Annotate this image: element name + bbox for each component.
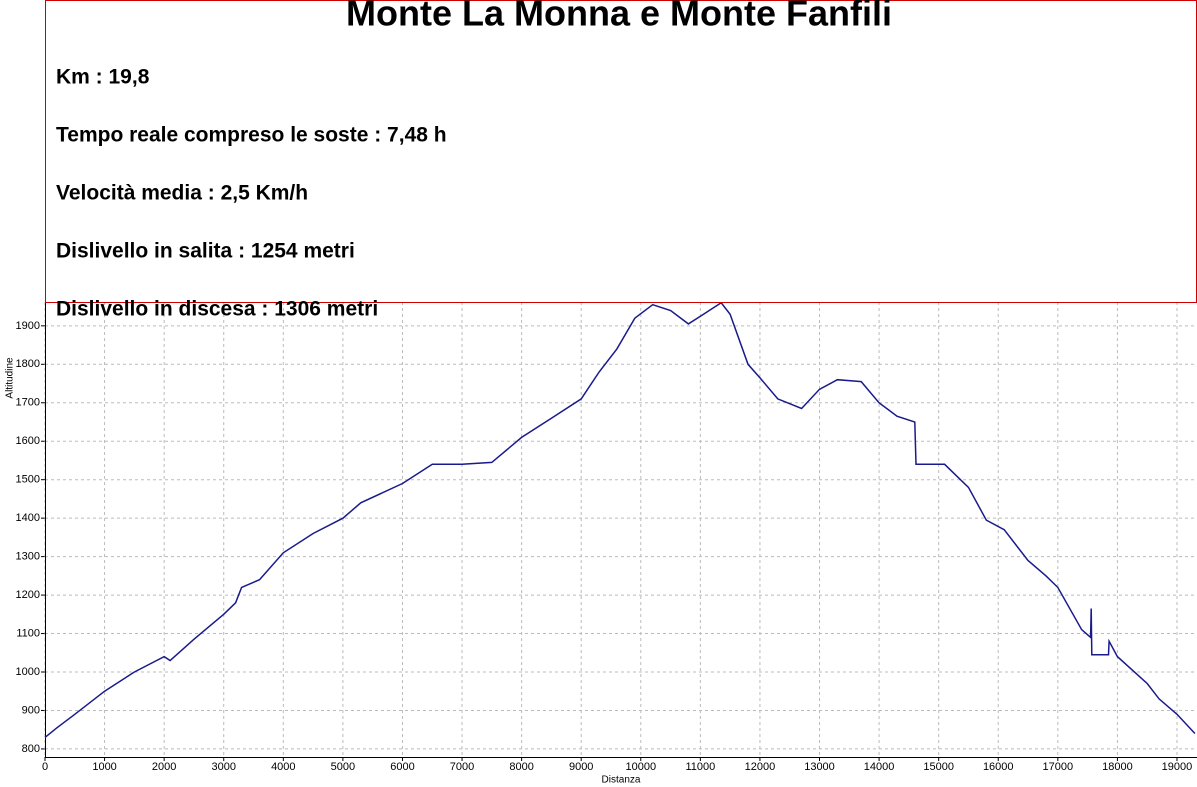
y-tick-label: 1400 xyxy=(16,512,40,524)
x-tick-label: 18000 xyxy=(1102,761,1133,773)
x-tick-label: 0 xyxy=(42,761,48,773)
chart-title: Monte La Monna e Monte Fanfili xyxy=(346,0,892,34)
x-axis-label: Distanza xyxy=(602,775,641,786)
info-line: Km : 19,8 xyxy=(56,66,150,89)
y-tick-label: 900 xyxy=(22,704,40,716)
x-tick-label: 11000 xyxy=(685,761,715,773)
info-line: Dislivello in discesa : 1306 metri xyxy=(56,298,378,321)
info-line: Velocità media : 2,5 Km/h xyxy=(56,182,308,205)
info-line: Dislivello in salita : 1254 metri xyxy=(56,240,355,263)
x-tick-label: 17000 xyxy=(1043,761,1074,773)
x-tick-label: 1000 xyxy=(92,761,116,773)
y-tick-label: 800 xyxy=(22,743,40,755)
x-tick-label: 19000 xyxy=(1162,761,1193,773)
x-tick-label: 3000 xyxy=(211,761,235,773)
x-tick-label: 16000 xyxy=(983,761,1014,773)
y-tick-label: 1800 xyxy=(16,358,40,370)
x-tick-label: 9000 xyxy=(569,761,593,773)
x-tick-label: 10000 xyxy=(625,761,656,773)
x-tick-label: 7000 xyxy=(450,761,474,773)
x-tick-label: 13000 xyxy=(804,761,835,773)
x-tick-label: 6000 xyxy=(390,761,414,773)
x-tick-label: 2000 xyxy=(152,761,176,773)
x-tick-label: 8000 xyxy=(509,761,533,773)
plot-area: 800 900 1000 1100 1200 1300 1400 1500 1600 1700 18… xyxy=(16,301,1197,773)
elevation-line xyxy=(44,301,1196,738)
y-axis-label: Altitudine xyxy=(5,357,16,399)
info-line: Tempo reale compreso le soste : 7,48 h xyxy=(56,124,447,147)
y-tick-label: 1500 xyxy=(16,474,40,486)
info-box xyxy=(45,0,1197,303)
x-tick-label: 14000 xyxy=(864,761,895,773)
y-tick-label: 1300 xyxy=(16,551,40,563)
y-tick-label: 1700 xyxy=(16,397,40,409)
x-tick-label: 4000 xyxy=(271,761,295,773)
y-tick-label: 1600 xyxy=(16,435,40,447)
x-tick-label: 15000 xyxy=(923,761,954,773)
y-tick-label: 1100 xyxy=(16,627,40,639)
y-tick-label: 1000 xyxy=(16,666,40,678)
x-tick-label: 5000 xyxy=(331,761,355,773)
x-tick-label: 12000 xyxy=(745,761,776,773)
y-tick-label: 1200 xyxy=(16,589,40,601)
y-tick-label: 1900 xyxy=(16,320,40,332)
